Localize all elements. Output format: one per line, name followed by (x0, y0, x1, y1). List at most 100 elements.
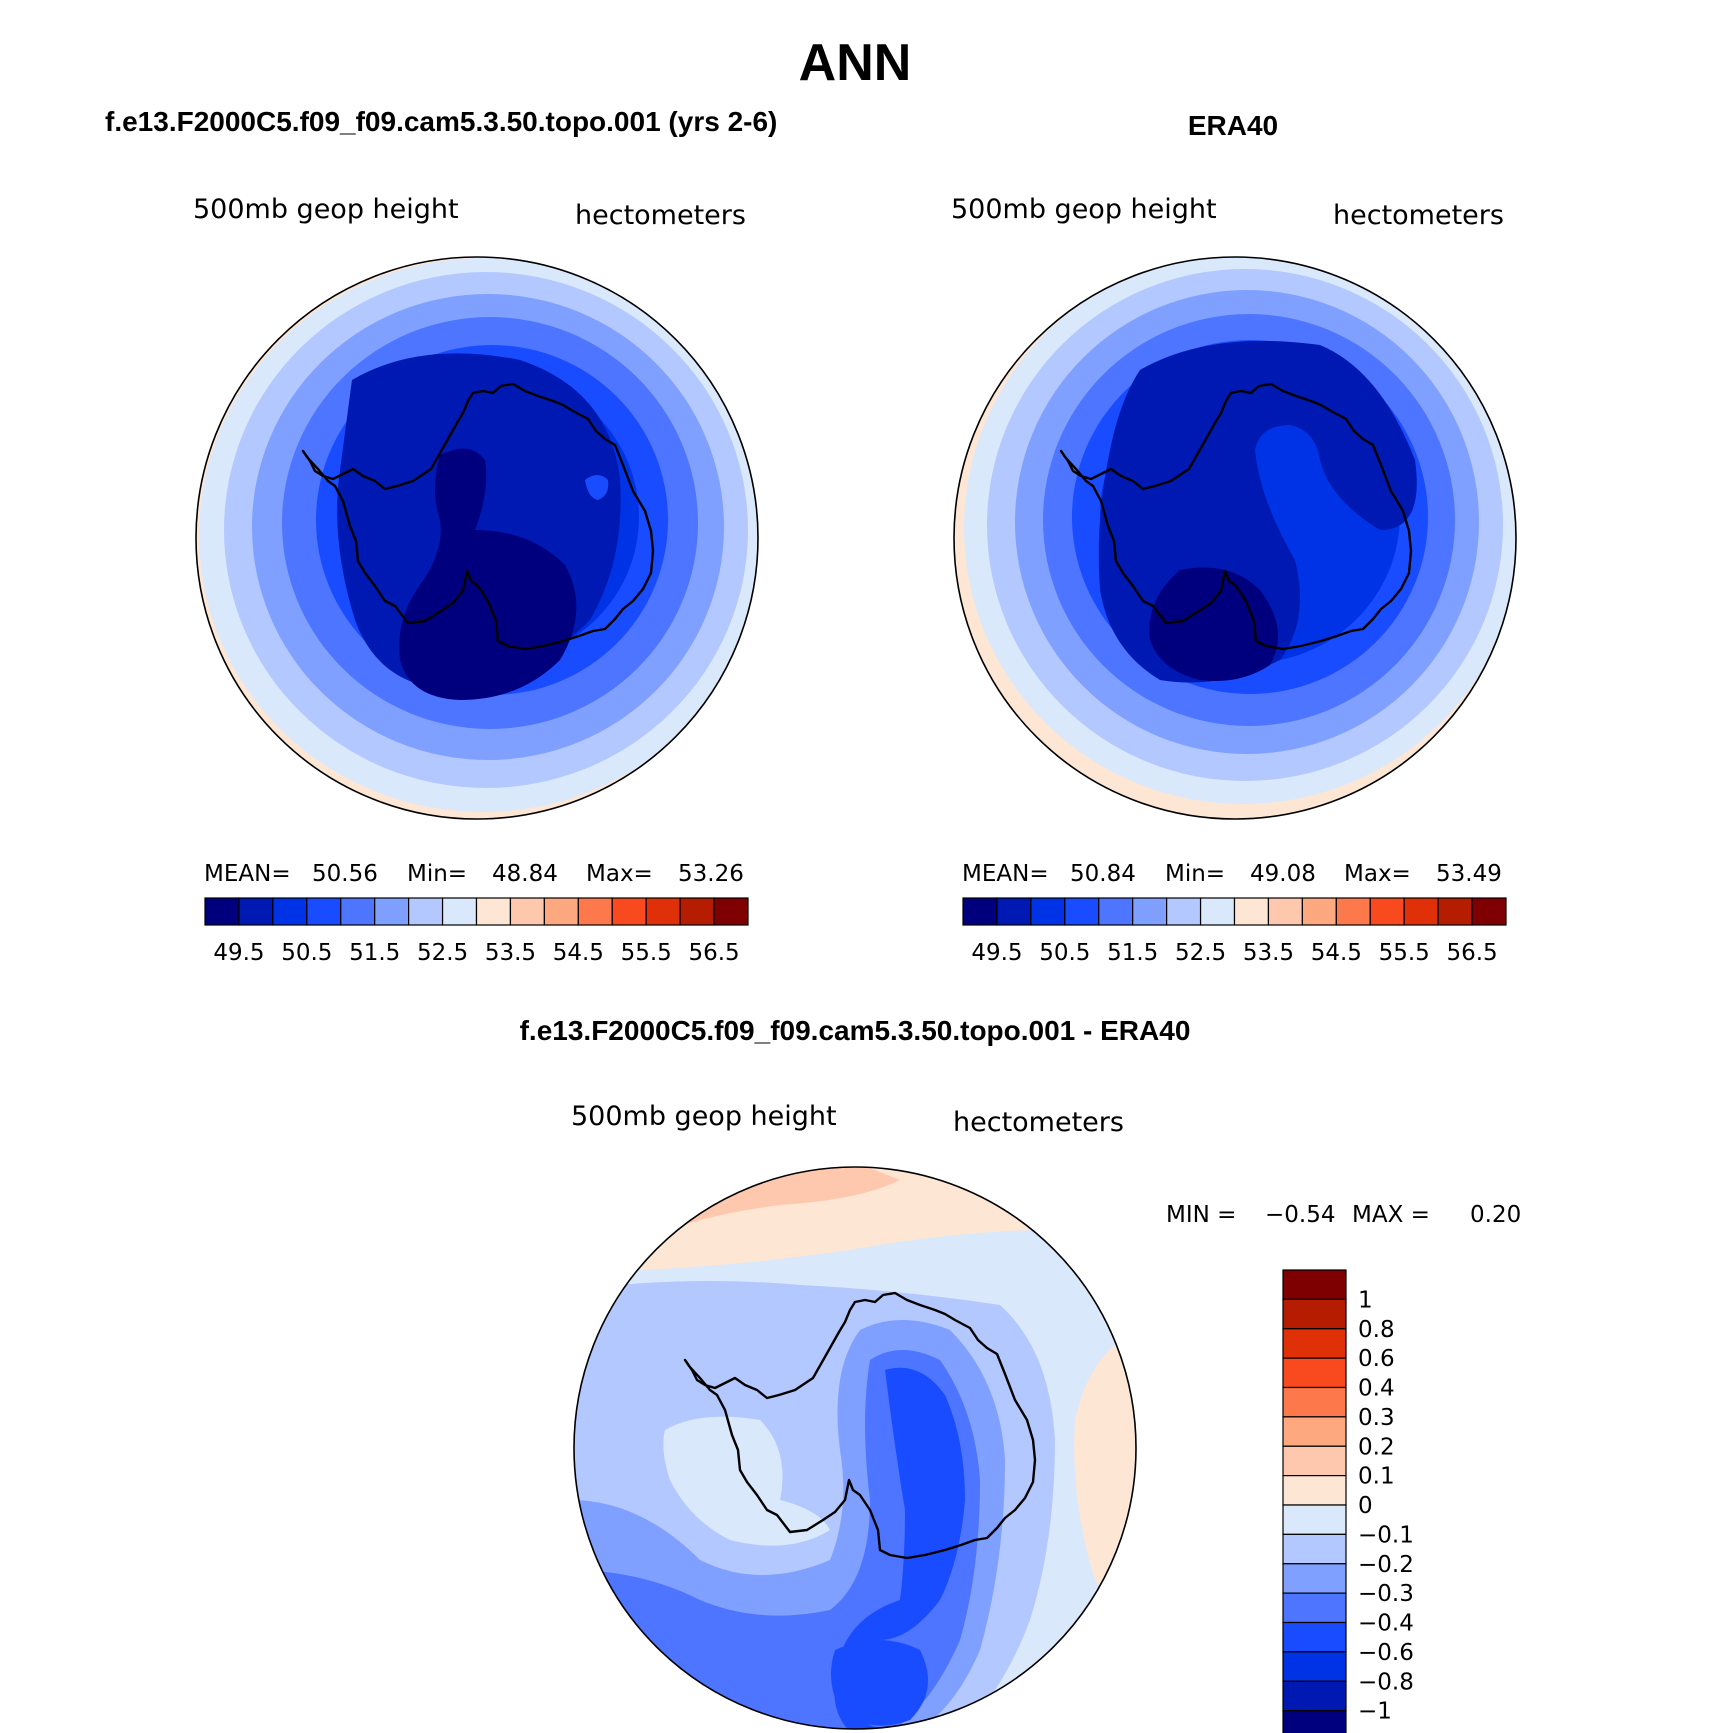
colorbar-swatch (1282, 1621, 1347, 1653)
colorbar-swatch (475, 897, 512, 926)
map-model-field (196, 257, 758, 819)
panel-obs: ERA40 500mb geop height hectometers MEAN… (951, 110, 1517, 966)
panel-obs-min-value: 49.08 (1250, 861, 1316, 887)
colorbar-swatch (1471, 897, 1507, 926)
colorbar-tick-label: 0.3 (1358, 1405, 1395, 1431)
panel-diff-max-value: 0.20 (1470, 1202, 1521, 1228)
panel-diff-min-label: MIN = (1166, 1202, 1236, 1228)
colorbar-tick-label: 53.5 (1243, 940, 1294, 966)
colorbar-swatch (408, 897, 444, 926)
panel-obs-heading: ERA40 (1188, 110, 1278, 141)
map-obs-border (953, 256, 1517, 820)
colorbar-swatch (1282, 1592, 1347, 1624)
colorbar-tick-label: 55.5 (621, 940, 672, 966)
colorbar-swatch (340, 897, 376, 926)
colorbar-swatch (1282, 1680, 1347, 1712)
colorbar-tick-label: 51.5 (349, 940, 400, 966)
colorbar-tick-label: 52.5 (417, 940, 468, 966)
panel-model-max-value: 53.26 (678, 861, 744, 887)
colorbar-swatch (679, 897, 715, 926)
colorbar-tick-label: 51.5 (1107, 940, 1158, 966)
colorbar-tick-label: 50.5 (281, 940, 332, 966)
colorbar-tick-label: 0 (1358, 1493, 1373, 1519)
colorbar-swatch (1098, 897, 1134, 926)
panel-model-mean-value: 50.56 (312, 861, 378, 887)
colorbar-swatch (1282, 1563, 1347, 1594)
panel-obs-mean-label: MEAN= (962, 861, 1049, 887)
colorbar-swatch (204, 897, 240, 926)
colorbar-swatch (238, 897, 274, 926)
colorbar-swatch (996, 897, 1032, 926)
panel-model: f.e13.F2000C5.f09_f09.cam5.3.50.topo.001… (105, 106, 777, 966)
colorbar-tick-label: 50.5 (1039, 940, 1090, 966)
panel-model-units: hectometers (575, 200, 746, 231)
colorbar-swatch (1199, 897, 1236, 926)
panel-diff-heading: f.e13.F2000C5.f09_f09.cam5.3.50.topo.001… (520, 1015, 1191, 1046)
colorbar-model: 49.5 50.5 51.5 52.5 53.5 54.5 55.5 56.5 (204, 897, 749, 966)
colorbar-obs: 49.5 50.5 51.5 52.5 53.5 54.5 55.5 56.5 (962, 897, 1507, 966)
colorbar-swatch (645, 897, 681, 926)
colorbar-tick-label: −0.6 (1358, 1640, 1414, 1666)
colorbar-tick-label: −0.4 (1358, 1611, 1414, 1637)
colorbar-tick-label: −0.2 (1358, 1552, 1414, 1578)
colorbar-swatch (1282, 1386, 1347, 1418)
colorbar-swatch (441, 897, 478, 926)
colorbar-swatch (1282, 1475, 1347, 1506)
colorbar-tick-label: 56.5 (1446, 940, 1497, 966)
colorbar-swatch (577, 897, 613, 926)
colorbar-swatch (1369, 897, 1405, 926)
panel-diff-max-label: MAX = (1352, 1202, 1430, 1228)
panel-obs-variable: 500mb geop height (951, 194, 1217, 225)
colorbar-tick-label: −1 (1358, 1699, 1392, 1725)
colorbar-swatch (1282, 1298, 1347, 1330)
panel-diff: f.e13.F2000C5.f09_f09.cam5.3.50.topo.001… (520, 1015, 1521, 1733)
colorbar-swatch (1282, 1328, 1347, 1359)
panel-obs-max-label: Max= (1344, 861, 1411, 887)
colorbar-swatch (713, 897, 749, 926)
colorbar-swatch (1282, 1651, 1347, 1682)
colorbar-swatch (1064, 897, 1100, 926)
colorbar-tick-label: 53.5 (485, 940, 536, 966)
colorbar-tick-label: 55.5 (1379, 940, 1430, 966)
panel-model-heading: f.e13.F2000C5.f09_f09.cam5.3.50.topo.001… (105, 106, 777, 137)
colorbar-swatch (1282, 1416, 1347, 1447)
colorbar-tick-label: 56.5 (688, 940, 739, 966)
panel-obs-mean-value: 50.84 (1070, 861, 1136, 887)
colorbar-swatch (1301, 897, 1337, 926)
colorbar-swatch (1233, 897, 1270, 926)
colorbar-tick-label: −0.3 (1358, 1581, 1414, 1607)
panel-model-mean-label: MEAN= (204, 861, 291, 887)
colorbar-swatch (374, 897, 410, 926)
colorbar-tick-label: 0.1 (1358, 1464, 1395, 1490)
colorbar-swatch (1437, 897, 1473, 926)
colorbar-tick-label: 0.2 (1358, 1434, 1395, 1460)
colorbar-swatch (1166, 897, 1202, 926)
colorbar-swatch (1282, 1269, 1347, 1300)
panel-obs-units: hectometers (1333, 200, 1504, 231)
colorbar-swatch (1335, 897, 1371, 926)
colorbar-swatch (543, 897, 579, 926)
colorbar-tick-label: 0.8 (1358, 1317, 1395, 1343)
colorbar-swatch (962, 897, 998, 926)
colorbar-swatch (509, 897, 545, 926)
panel-model-min-label: Min= (407, 861, 467, 887)
colorbar-tick-label: 54.5 (1311, 940, 1362, 966)
map-model-border (195, 256, 759, 820)
map-diff-field (574, 1167, 1136, 1729)
panel-diff-min-value: −0.54 (1265, 1202, 1335, 1228)
colorbar-tick-label: 0.4 (1358, 1376, 1395, 1402)
panel-diff-variable: 500mb geop height (571, 1101, 837, 1132)
colorbar-tick-label: 0.6 (1358, 1346, 1395, 1372)
panel-obs-max-value: 53.49 (1436, 861, 1502, 887)
colorbar-tick-label: −0.8 (1358, 1669, 1414, 1695)
colorbar-swatch (1267, 897, 1303, 926)
colorbar-swatch (306, 897, 342, 926)
colorbar-tick-label: 49.5 (971, 940, 1022, 966)
colorbar-swatch (1403, 897, 1439, 926)
colorbar-tick-label: 1 (1358, 1287, 1373, 1313)
panel-model-variable: 500mb geop height (193, 194, 459, 225)
panel-obs-min-label: Min= (1165, 861, 1225, 887)
colorbar-diff: 1 0.8 0.6 0.4 0.3 0.2 0.1 0 −0.1 −0.2 −0.3 −0.4 −0.6… (1282, 1269, 1414, 1733)
colorbar-swatch (611, 897, 647, 926)
